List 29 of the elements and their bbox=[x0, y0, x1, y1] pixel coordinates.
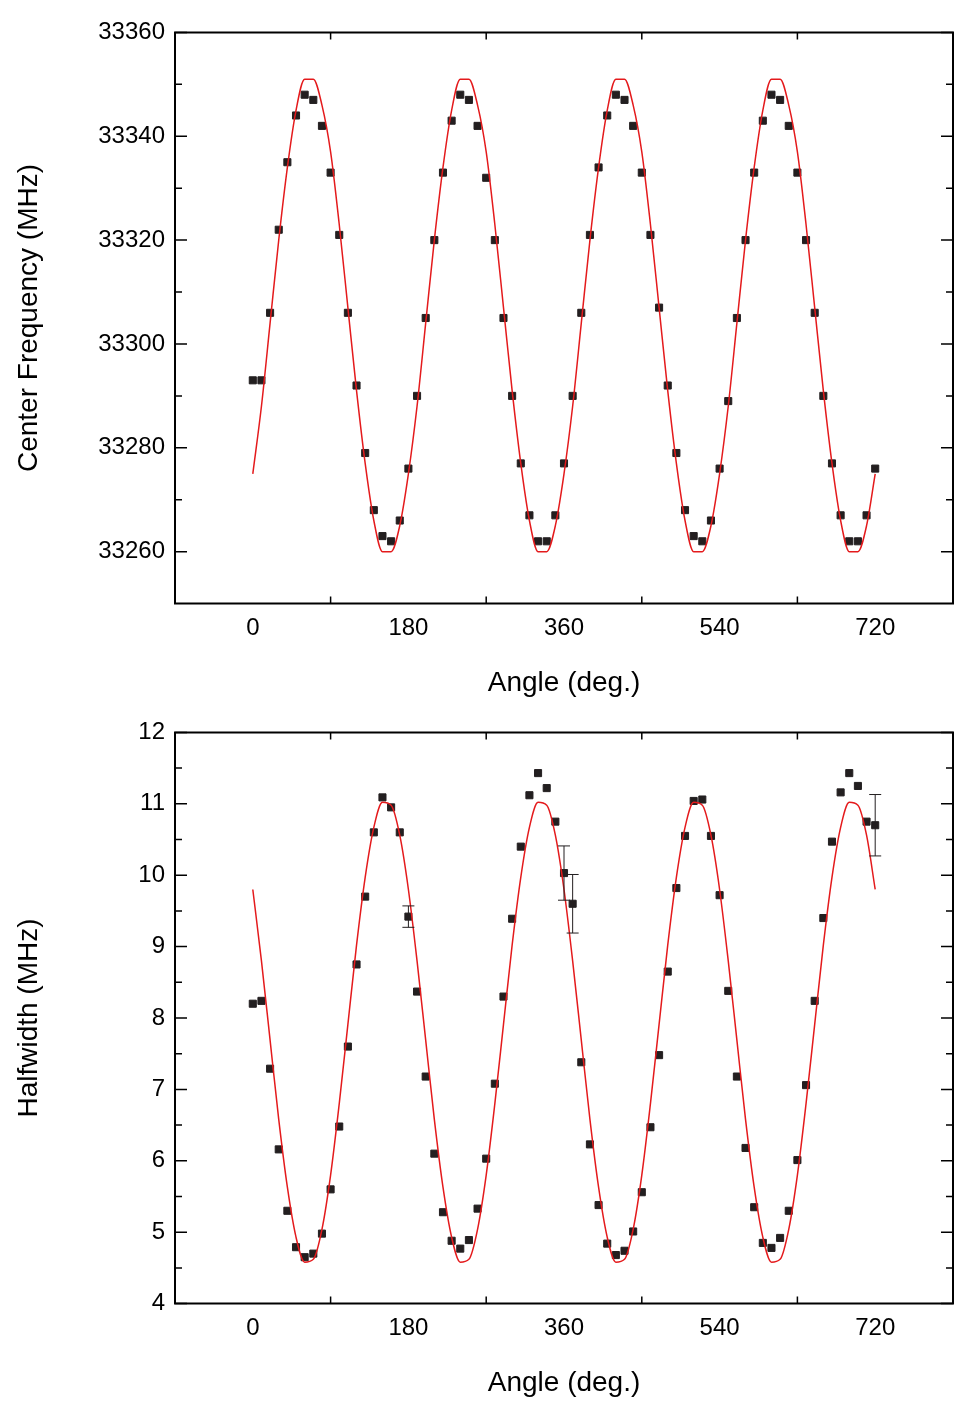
x-tick-label: 540 bbox=[699, 1312, 740, 1340]
y-tick-label: 11 bbox=[140, 788, 165, 816]
y-tick-label: 9 bbox=[151, 931, 165, 959]
x-tick-label: 540 bbox=[699, 612, 740, 640]
y-tick-label: 33260 bbox=[98, 536, 165, 564]
x-tick-label: 180 bbox=[388, 1312, 429, 1340]
x-tick-label: 720 bbox=[855, 612, 896, 640]
y-axis-title: Center Frequency (MHz) bbox=[11, 163, 43, 473]
y-tick-label: 8 bbox=[151, 1002, 165, 1030]
x-tick-label: 0 bbox=[246, 1312, 260, 1340]
y-axis-title: Halfwidth (MHz) bbox=[11, 918, 43, 1118]
y-tick-label: 33360 bbox=[98, 17, 165, 45]
x-tick-label: 0 bbox=[246, 612, 260, 640]
x-tick-label: 720 bbox=[855, 1312, 896, 1340]
x-tick-label: 360 bbox=[543, 1312, 585, 1340]
y-tick-label: 7 bbox=[151, 1074, 165, 1102]
y-tick-label: 33320 bbox=[98, 224, 165, 252]
y-tick-label: 33340 bbox=[98, 120, 165, 148]
y-tick-label: 6 bbox=[151, 1145, 165, 1173]
x-tick-label: 360 bbox=[543, 612, 585, 640]
y-tick-label: 33280 bbox=[98, 432, 165, 460]
x-tick-label: 180 bbox=[388, 612, 429, 640]
x-axis-title: Angle (deg.) bbox=[487, 1365, 641, 1397]
x-axis-title: Angle (deg.) bbox=[487, 665, 641, 697]
y-tick-label: 12 bbox=[138, 717, 165, 745]
y-tick-label: 10 bbox=[138, 859, 165, 887]
y-tick-label: 33300 bbox=[98, 328, 165, 356]
y-tick-label: 5 bbox=[151, 1216, 165, 1244]
y-tick-label: 4 bbox=[151, 1288, 165, 1316]
